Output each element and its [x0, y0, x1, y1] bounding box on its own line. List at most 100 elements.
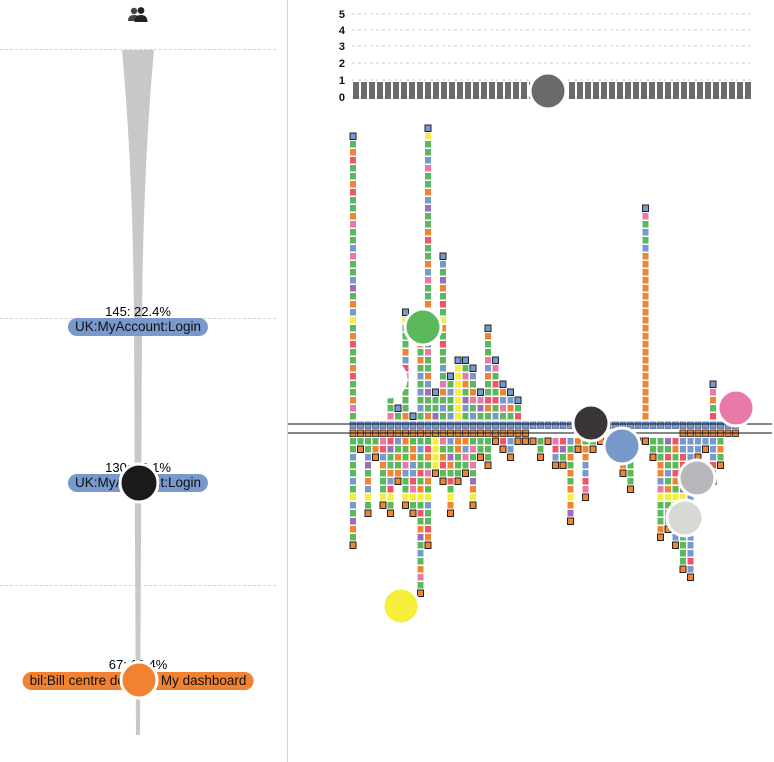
event-cell — [485, 389, 491, 396]
event-cell — [560, 438, 566, 445]
event-cell — [710, 405, 716, 412]
event-cell — [462, 365, 469, 372]
event-cell — [425, 133, 431, 140]
top-bar — [745, 82, 751, 99]
event-cell — [462, 421, 469, 429]
event-cell — [380, 494, 386, 501]
event-cell — [387, 446, 394, 453]
event-cell — [402, 501, 409, 509]
user-marker[interactable] — [716, 388, 756, 428]
event-cell — [417, 566, 424, 573]
event-cell — [710, 454, 716, 461]
event-cell — [657, 486, 664, 493]
event-cell — [485, 333, 491, 340]
event-cell — [484, 461, 492, 469]
event-cell — [372, 438, 379, 445]
user-marker[interactable] — [665, 498, 705, 538]
event-cell — [350, 237, 356, 244]
event-cell — [462, 446, 469, 453]
user-marker[interactable] — [571, 403, 611, 443]
event-cell — [387, 486, 394, 493]
event-cell — [529, 421, 537, 429]
gridline — [0, 49, 276, 50]
event-cell — [665, 502, 671, 509]
event-cell — [379, 421, 387, 429]
event-cell — [350, 373, 356, 380]
event-cell — [567, 486, 574, 493]
event-cell — [642, 365, 649, 372]
user-marker[interactable] — [368, 359, 408, 399]
user-marker[interactable] — [381, 586, 421, 626]
event-cell — [462, 373, 469, 380]
event-cell — [365, 502, 371, 509]
event-cell — [642, 397, 649, 404]
event-cell — [425, 253, 431, 260]
event-cell — [402, 405, 409, 412]
event-cell — [680, 550, 686, 557]
event-cell — [634, 421, 642, 429]
event-cell — [694, 421, 702, 429]
event-cell — [507, 405, 514, 412]
event-cell — [455, 373, 461, 380]
event-cell — [642, 221, 649, 228]
event-cell — [417, 518, 424, 525]
event-cell — [372, 446, 379, 453]
event-cell — [387, 405, 394, 412]
event-cell — [657, 421, 664, 429]
event-cell — [552, 421, 559, 429]
event-cell — [627, 478, 634, 485]
event-cell — [440, 462, 446, 469]
event-cell — [425, 413, 431, 420]
event-cell — [649, 453, 657, 461]
event-cell — [447, 446, 454, 453]
event-cell — [642, 261, 649, 268]
event-cell — [425, 470, 431, 477]
event-cell — [672, 454, 679, 461]
node-page-pill[interactable]: bil:Bill centre desktop My dashboard — [22, 672, 254, 690]
user-marker[interactable] — [528, 71, 568, 111]
user-marker[interactable] — [602, 426, 642, 466]
event-cell — [657, 470, 664, 477]
event-cell — [485, 438, 491, 445]
event-cell — [350, 518, 356, 525]
event-cell — [672, 486, 679, 493]
event-cell — [642, 373, 649, 380]
event-cell — [447, 494, 454, 501]
event-cell — [425, 438, 431, 445]
event-cell — [514, 437, 522, 445]
event-cell — [364, 421, 372, 429]
event-cell — [664, 421, 672, 429]
user-marker[interactable] — [677, 458, 717, 498]
event-cell — [440, 381, 446, 388]
event-cell — [642, 293, 649, 300]
event-cell — [440, 357, 446, 364]
funnel-flow — [122, 50, 154, 735]
event-cell — [642, 204, 649, 212]
event-cell — [380, 470, 386, 477]
event-cell — [425, 285, 431, 292]
event-cell — [395, 413, 401, 420]
event-cell — [387, 502, 394, 509]
event-cell — [657, 462, 664, 469]
event-cell — [350, 526, 356, 533]
event-cell — [455, 446, 461, 453]
event-cell — [394, 404, 402, 412]
node-page-pill[interactable]: UK:MyAccount:Login — [67, 474, 209, 492]
event-cell — [425, 205, 431, 212]
event-cell — [462, 405, 469, 412]
event-cell — [380, 478, 386, 485]
event-cell — [492, 437, 499, 445]
event-cell — [485, 405, 491, 412]
event-cell — [425, 534, 431, 541]
event-cell — [425, 405, 431, 412]
user-marker[interactable] — [403, 307, 443, 347]
event-cell — [410, 494, 416, 501]
event-cell — [665, 438, 671, 445]
top-bar — [729, 82, 735, 99]
top-bar — [385, 82, 391, 99]
event-cell — [440, 349, 446, 356]
event-cell — [395, 470, 401, 477]
event-cell — [417, 421, 424, 429]
node-page-pill[interactable]: UK:MyAccount:Login — [67, 318, 209, 336]
event-cell — [559, 461, 567, 469]
